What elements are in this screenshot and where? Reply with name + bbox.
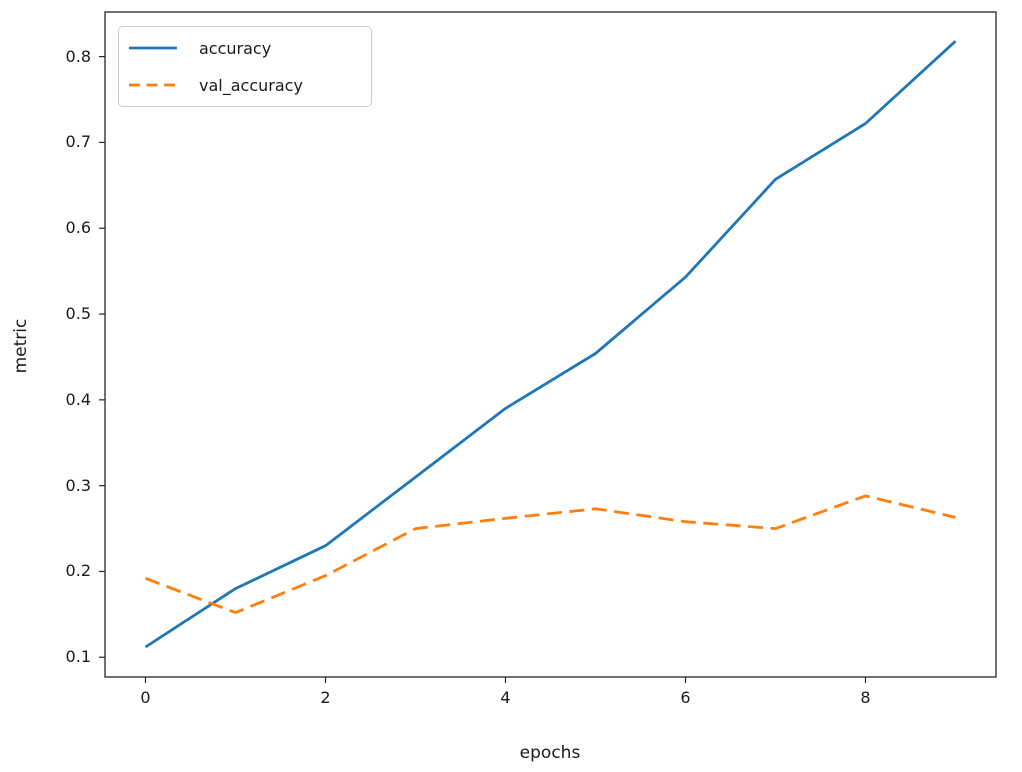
x-axis-label: epochs [519, 743, 581, 763]
y-axis-label: metric [11, 318, 31, 374]
y-tick-label: 0.1 [65, 647, 91, 667]
val-accuracy-line-swatch [129, 83, 177, 87]
legend: accuracy val_accuracy [118, 26, 372, 107]
val_accuracy-line [145, 494, 956, 614]
x-tick-label: 8 [860, 688, 871, 707]
legend-entry-accuracy: accuracy [129, 30, 371, 67]
accuracy-line-swatch [129, 46, 177, 50]
plot-border [104, 11, 997, 678]
y-tick-label: 0.6 [65, 218, 91, 238]
y-tick-label: 0.3 [65, 475, 91, 495]
legend-label-val-accuracy: val_accuracy [199, 75, 303, 95]
x-tick-label: 2 [320, 688, 331, 707]
x-tick-label: 0 [140, 688, 151, 707]
accuracy-line [144, 40, 957, 649]
y-tick-label: 0.2 [65, 561, 91, 581]
y-tick-label: 0.5 [65, 304, 91, 324]
x-tick-label: 4 [500, 688, 511, 707]
y-tick-label: 0.7 [65, 132, 91, 152]
legend-label-accuracy: accuracy [199, 38, 272, 58]
y-tick-label: 0.4 [65, 389, 91, 409]
legend-entry-val-accuracy: val_accuracy [129, 67, 371, 104]
y-tick-label: 0.8 [65, 46, 91, 66]
x-tick-label: 6 [680, 688, 691, 707]
